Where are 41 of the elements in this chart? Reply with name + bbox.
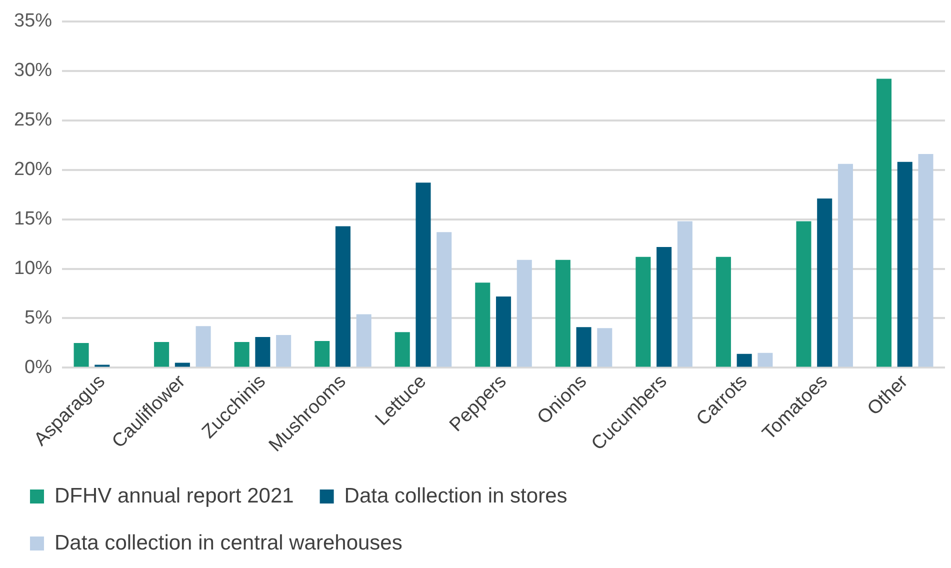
- bar: [416, 182, 431, 367]
- bar: [597, 328, 612, 367]
- bar: [838, 164, 853, 367]
- legend-label: DFHV annual report 2021: [54, 484, 294, 508]
- bar: [154, 342, 170, 367]
- bar: [475, 282, 490, 367]
- bar: [234, 342, 250, 367]
- bar: [516, 260, 532, 367]
- bar: [636, 256, 651, 367]
- bar: [314, 340, 330, 367]
- bar: [918, 154, 934, 367]
- legend-label: Data collection in central warehouses: [54, 531, 402, 554]
- y-tick-label: 20%: [14, 159, 52, 180]
- bar: [74, 342, 89, 367]
- y-tick-label: 35%: [14, 10, 52, 32]
- legend-label: Data collection in stores: [344, 484, 568, 508]
- bar: [876, 78, 892, 367]
- bar: [576, 327, 592, 367]
- bar: [335, 226, 350, 367]
- bar: [897, 162, 912, 367]
- bar: [555, 260, 570, 367]
- y-tick-label: 10%: [14, 258, 52, 279]
- bar: [496, 296, 512, 367]
- bar: [677, 221, 692, 367]
- y-tick-label: 15%: [14, 208, 52, 230]
- bar: [736, 354, 752, 367]
- bar: [196, 326, 211, 367]
- bar: [656, 246, 672, 367]
- bar: [255, 337, 270, 367]
- y-tick-label: 5%: [24, 307, 52, 328]
- y-tick-label: 25%: [14, 110, 52, 131]
- bar: [356, 314, 372, 367]
- y-tick-label: 0%: [24, 356, 52, 378]
- bar: [436, 232, 452, 367]
- y-tick-label: 30%: [14, 60, 52, 82]
- bar: [716, 256, 731, 367]
- bar: [394, 332, 410, 367]
- bar: [758, 352, 773, 367]
- bar: [276, 335, 292, 367]
- bar: [796, 221, 812, 367]
- bar: [817, 198, 832, 367]
